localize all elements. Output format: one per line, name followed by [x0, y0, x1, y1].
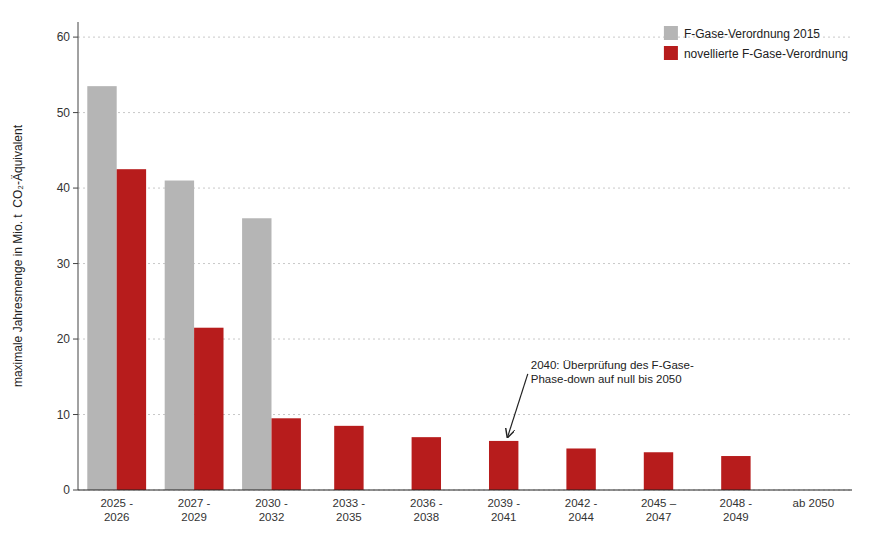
grid	[78, 37, 852, 490]
x-tick-label-line: 2045 –	[641, 497, 677, 509]
x-tick-label-line: 2048 -	[720, 497, 753, 509]
bar	[489, 441, 518, 490]
y-tick	[73, 490, 78, 491]
x-tick-label-line: 2027 -	[178, 497, 211, 509]
x-tick-label-line: 2047	[646, 511, 672, 523]
y-tick-label: 0	[63, 483, 70, 497]
annotation-line: Phase-down auf null bis 2050	[531, 373, 682, 385]
x-tick-label-line: 2033 -	[333, 497, 366, 509]
annotation: 2040: Überprüfung des F-Gase- Phase-down …	[531, 359, 694, 385]
bar	[117, 169, 146, 490]
bar	[334, 426, 363, 490]
x-tick-label-line: 2041	[491, 511, 517, 523]
x-tick-label-line: 2026	[104, 511, 130, 523]
x-axis-line	[78, 489, 852, 490]
x-tick-label: 2027 - 2029	[178, 497, 211, 523]
y-tick-label: 30	[57, 257, 71, 271]
y-tick	[73, 112, 78, 113]
y-tick	[73, 339, 78, 340]
legend-swatch	[664, 46, 678, 60]
y-tick	[73, 188, 78, 189]
x-tick-label: 2039 - 2041	[487, 497, 520, 523]
x-tick-label: 2045 – 2047	[641, 497, 677, 523]
y-tick-label: 60	[57, 30, 71, 44]
x-tick-label-line: 2038	[414, 511, 440, 523]
grid-line	[78, 490, 852, 491]
x-tick-label-line: 2030 -	[255, 497, 288, 509]
y-tick-label: 50	[57, 106, 71, 120]
y-tick-label: 10	[57, 408, 71, 422]
bar	[194, 328, 223, 490]
y-tick	[73, 414, 78, 415]
x-tick-label-line: 2042 -	[565, 497, 598, 509]
x-tick-label: ab 2050	[793, 497, 835, 509]
chart: 0 10 20 30 40 50 60 maximale Jahresmenge in Mio…	[0, 0, 872, 542]
y-tick-label: 40	[57, 181, 71, 195]
x-tick-label-line: 2035	[336, 511, 362, 523]
bar	[566, 448, 595, 490]
bar	[412, 437, 441, 490]
y-axis-label: maximale Jahresmenge in Mio. t CO₂-Äquiv…	[11, 124, 25, 387]
bar	[242, 218, 271, 490]
bar	[87, 86, 116, 490]
legend-label: F-Gase-Verordnung 2015	[684, 27, 820, 41]
x-tick-label-line: 2029	[181, 511, 207, 523]
bars	[87, 86, 750, 490]
legend-swatch	[664, 26, 678, 40]
x-tick-label: 2042 - 2044	[565, 497, 598, 523]
x-tick-label-line: ab 2050	[793, 497, 835, 509]
bar	[272, 418, 301, 490]
bar	[721, 456, 750, 490]
x-tick-label-line: 2044	[568, 511, 594, 523]
x-tick-label: 2025 - 2026	[100, 497, 133, 523]
legend: F-Gase-Verordnung 2015 novellierte F-Gase…	[664, 26, 848, 61]
x-tick-label-line: 2039 -	[487, 497, 520, 509]
x-tick-label-line: 2049	[723, 511, 749, 523]
x-tick-label: 2033 - 2035	[333, 497, 366, 523]
legend-label: novellierte F-Gase-Verordnung	[684, 47, 848, 61]
x-tick-label: 2030 - 2032	[255, 497, 288, 523]
x-tick-label: 2048 - 2049	[720, 497, 753, 523]
y-tick	[73, 37, 78, 38]
bar	[644, 452, 673, 490]
annotation-line: 2040: Überprüfung des F-Gase-	[531, 359, 694, 371]
x-tick-label-line: 2036 -	[410, 497, 443, 509]
annotation-arrow	[508, 374, 528, 437]
y-tick	[73, 263, 78, 264]
grid-line	[78, 112, 852, 113]
bar	[165, 181, 194, 490]
x-tick-label-line: 2032	[259, 511, 285, 523]
y-tick-label: 20	[57, 332, 71, 346]
x-tick-label: 2036 - 2038	[410, 497, 443, 523]
x-tick-label-line: 2025 -	[100, 497, 133, 509]
y-axis-line	[78, 22, 79, 490]
